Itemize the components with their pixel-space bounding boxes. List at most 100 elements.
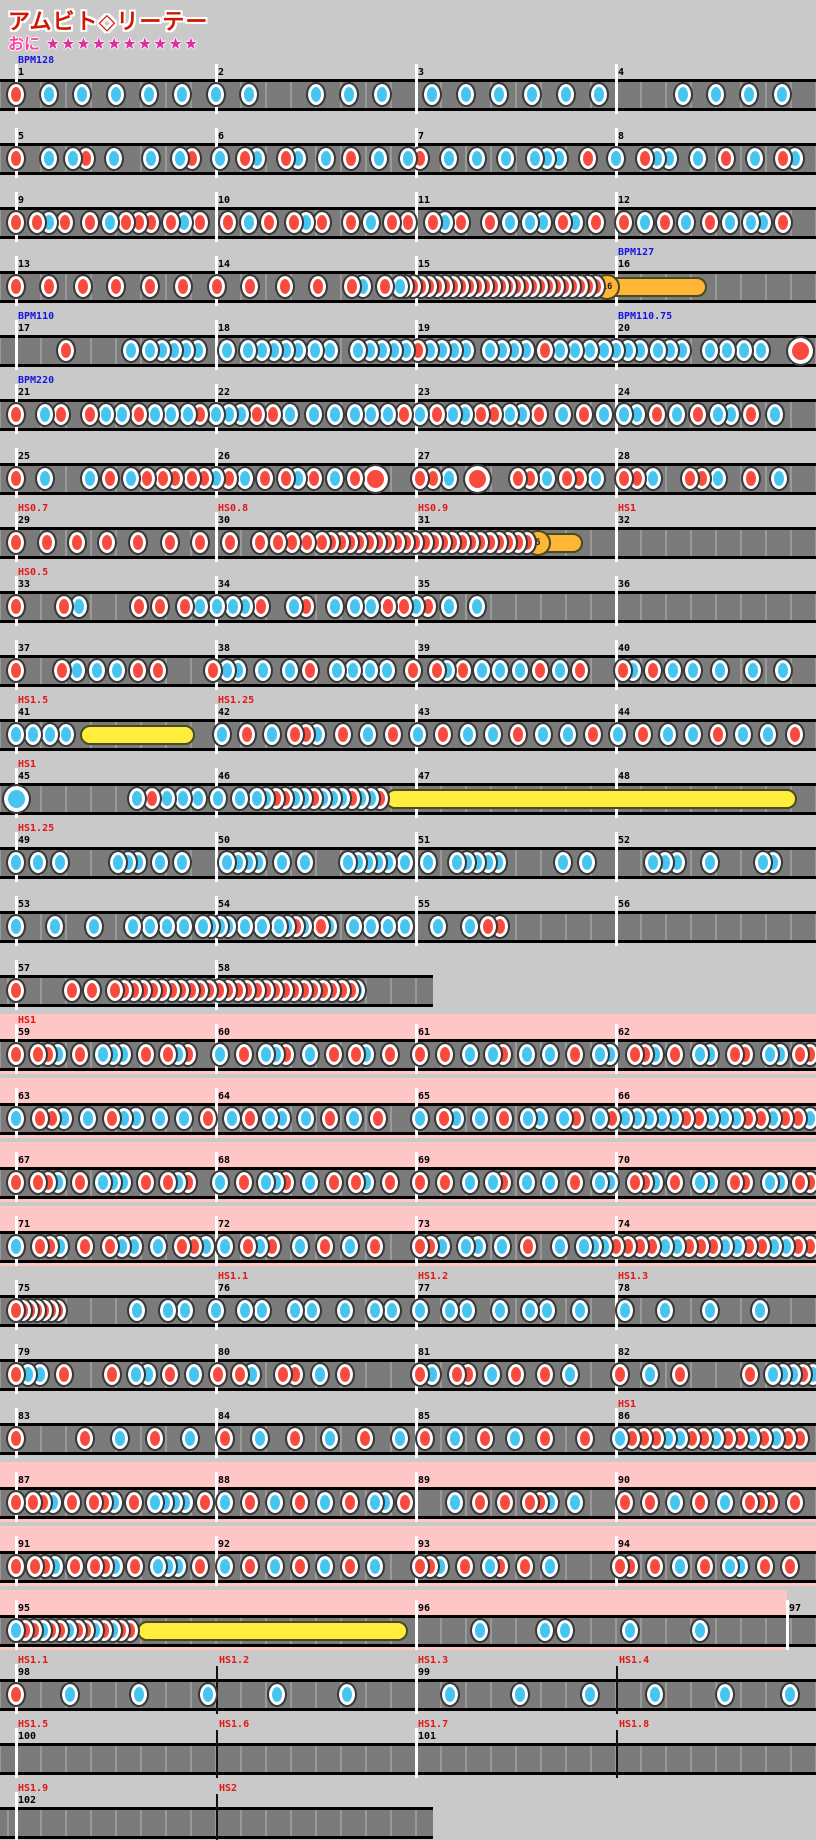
measure-number: 55: [418, 899, 431, 910]
ka-note: [108, 850, 128, 875]
measure-number: 56: [618, 899, 631, 910]
measure-number: 44: [618, 707, 631, 718]
ka-note: [700, 1298, 720, 1323]
chart-row: 83 84 85 86 HS1: [0, 1398, 816, 1460]
ka-note: [422, 82, 442, 107]
measure-number: 39: [418, 643, 431, 654]
don-note: [102, 1362, 122, 1387]
ka-note: [715, 1490, 735, 1515]
measure-number: 91: [18, 1539, 31, 1550]
measure-number: 79: [18, 1347, 31, 1358]
don-note: [755, 1554, 775, 1579]
ka-note: [733, 722, 753, 747]
ka-note: [269, 914, 289, 939]
measure-number: 69: [418, 1155, 431, 1166]
ka-note: [690, 1170, 710, 1195]
don-note: [423, 210, 443, 235]
don-note: [725, 1042, 745, 1067]
measure-number: 31: [418, 515, 431, 526]
don-note: [6, 1042, 26, 1067]
ka-note: [760, 1042, 780, 1067]
chart-row: 5 6 7 8: [0, 118, 816, 180]
ka-note: [290, 1234, 310, 1259]
chart-row: 41 HS1.5 42 HS1.25 43 44: [0, 694, 816, 756]
ka-note: [306, 82, 326, 107]
don-note: [30, 1234, 50, 1259]
measure-number: 33: [18, 579, 31, 590]
don-note: [530, 658, 550, 683]
ka-note: [673, 82, 693, 107]
don-note: [276, 146, 296, 171]
don-note: [340, 1554, 360, 1579]
don-note: [124, 1490, 144, 1515]
ka-note: [265, 1490, 285, 1515]
ka-note: [23, 722, 43, 747]
measure-number: 99: [418, 1667, 431, 1678]
measure-number: 5: [18, 131, 25, 142]
don-note: [190, 530, 210, 555]
ka-note: [141, 146, 161, 171]
don-note: [741, 466, 761, 491]
don-note: [335, 1362, 355, 1387]
don-note: [475, 1426, 495, 1451]
ka-note: [608, 722, 628, 747]
measure-number: 61: [418, 1027, 431, 1038]
don-note: [100, 466, 120, 491]
don-note: [6, 1362, 26, 1387]
measure-number: 20: [618, 323, 631, 334]
ka-note: [335, 1298, 355, 1323]
don-note: [275, 274, 295, 299]
don-note: [506, 1362, 526, 1387]
don-note: [785, 1490, 805, 1515]
ka-note: [418, 850, 438, 875]
don-note: [773, 146, 793, 171]
measure-number: 80: [218, 1347, 231, 1358]
don-note: [578, 146, 598, 171]
ka-note: [667, 402, 687, 427]
ka-note: [272, 850, 292, 875]
don-note: [6, 402, 26, 427]
ka-note: [250, 1426, 270, 1451]
don-note: [128, 658, 148, 683]
ka-note: [570, 1298, 590, 1323]
don-note: [106, 274, 126, 299]
don-note: [655, 210, 675, 235]
ka-note: [560, 1362, 580, 1387]
ka-note: [253, 658, 273, 683]
measure-number: 81: [418, 1347, 431, 1358]
don-note: [410, 1234, 430, 1259]
chart-row: 67 68 69 70: [0, 1142, 816, 1204]
ka-note: [655, 1298, 675, 1323]
ka-note: [45, 914, 65, 939]
ka-note: [648, 338, 668, 363]
measure-barline: [615, 64, 618, 114]
don-note: [125, 1554, 145, 1579]
ka-note: [348, 338, 368, 363]
measure-barline: [215, 832, 218, 882]
ka-note: [715, 1682, 735, 1707]
don-note: [100, 1234, 120, 1259]
measure-number: 72: [218, 1219, 231, 1230]
ka-note: [554, 1106, 574, 1131]
ka-note: [35, 402, 55, 427]
don-note: [515, 1554, 535, 1579]
don-note: [773, 210, 793, 235]
ka-note: [121, 338, 141, 363]
don-note: [790, 1170, 810, 1195]
ka-note: [700, 338, 720, 363]
don-note: [6, 274, 26, 299]
chart-row: 37 38 39 40: [0, 630, 816, 692]
measure-number: 98: [18, 1667, 31, 1678]
measure-number: 53: [18, 899, 31, 910]
don-note: [665, 1170, 685, 1195]
ka-note: [586, 466, 606, 491]
don-note: [647, 402, 667, 427]
ka-note: [610, 1426, 630, 1451]
don-note: [97, 530, 117, 555]
ka-note: [590, 1106, 610, 1131]
ka-note: [358, 722, 378, 747]
measure-number: 14: [218, 259, 231, 270]
don-note: [6, 530, 26, 555]
ka-note: [129, 1682, 149, 1707]
chart-row: 1 BPM128 2 3 4: [0, 54, 816, 116]
